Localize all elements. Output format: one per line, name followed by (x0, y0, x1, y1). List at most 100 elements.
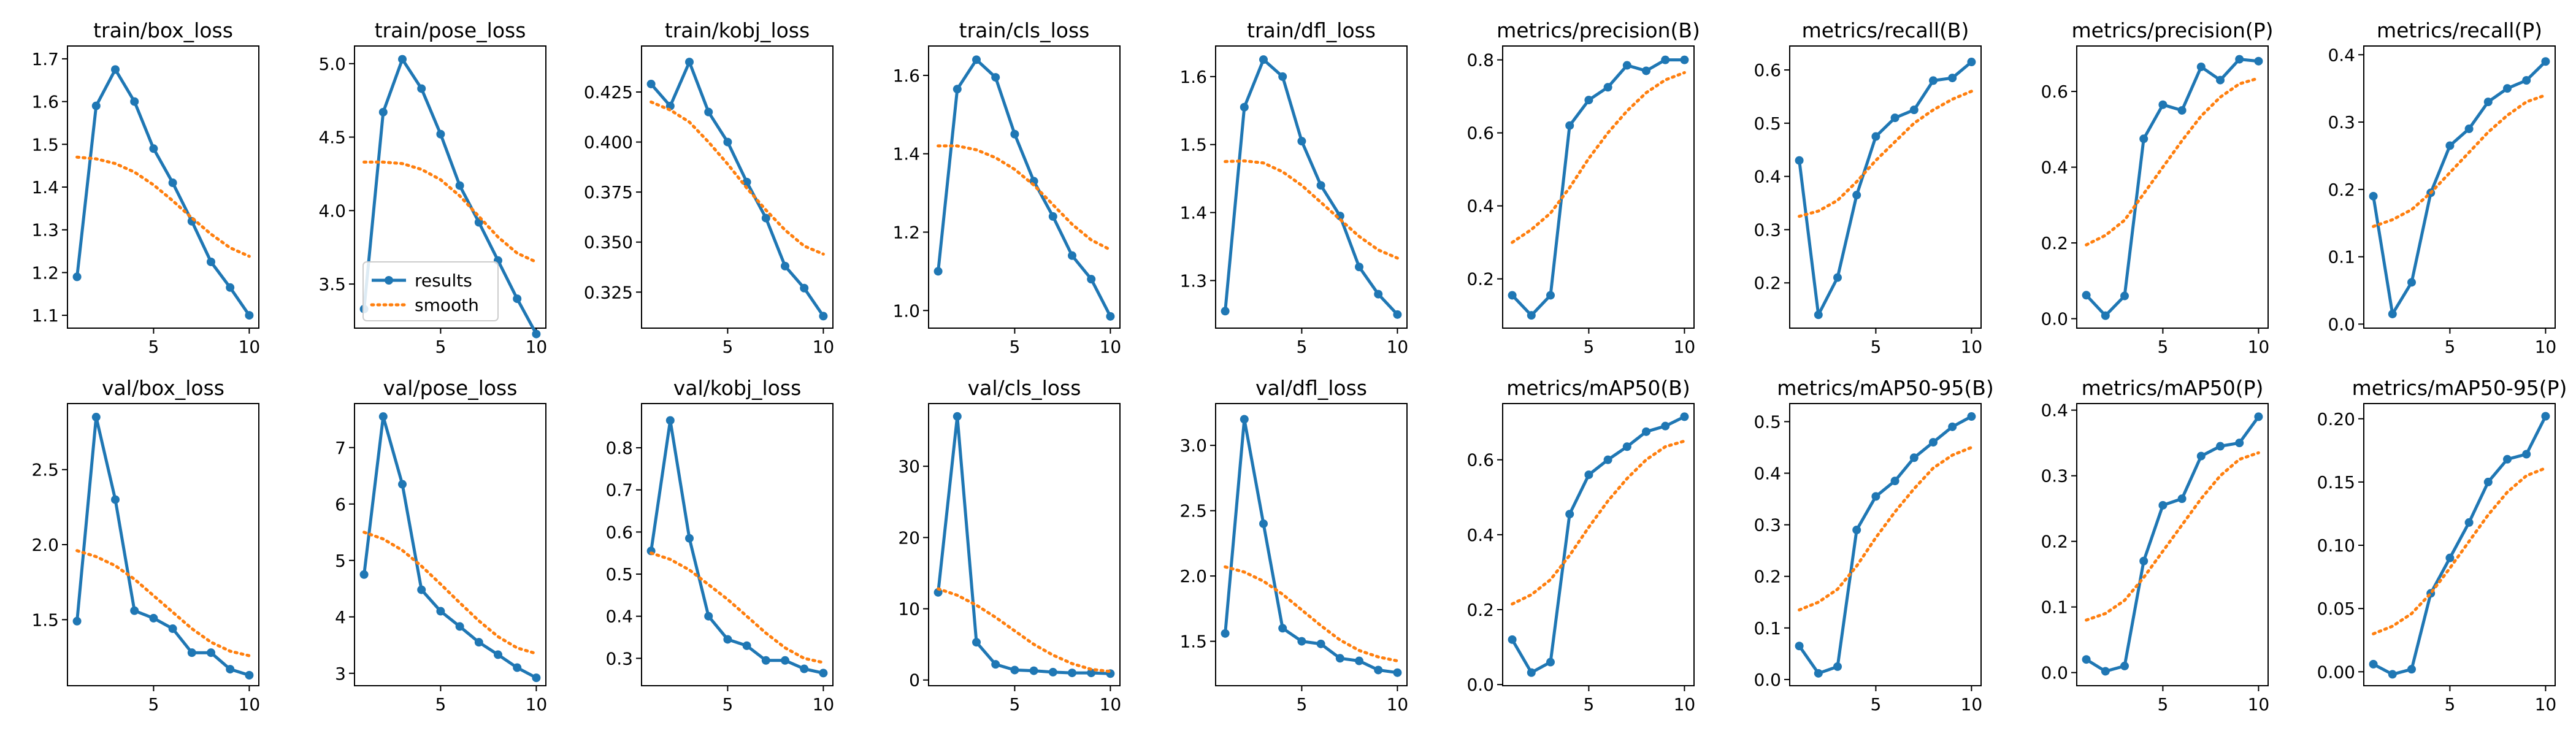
results-point (1297, 637, 1306, 646)
y-tick-label: 0.350 (584, 232, 633, 253)
subplot-title: train/dfl_loss (1247, 18, 1376, 42)
results-point (398, 55, 407, 64)
results-point (991, 660, 1000, 669)
results-point (1948, 74, 1957, 83)
subplot-title: train/pose_loss (375, 18, 526, 42)
results-line (75, 415, 250, 677)
y-tick-label: 1.3 (31, 220, 59, 240)
results-point (2101, 311, 2110, 320)
smooth-line (75, 155, 251, 258)
results-point (2158, 500, 2168, 510)
y-tick-label: 4.0 (318, 201, 346, 221)
x-tick-label: 5 (2444, 337, 2455, 357)
y-tick-label: 2.5 (31, 460, 59, 480)
results-point (2503, 84, 2512, 93)
results-point (1871, 492, 1880, 501)
x-tick-label: 10 (2535, 694, 2557, 715)
y-tick-label: 1.4 (892, 144, 920, 164)
results-point (1297, 137, 1306, 146)
x-tick-label: 5 (1296, 694, 1307, 715)
y-tick-label: 1.5 (1179, 632, 1207, 652)
results-point (417, 585, 426, 594)
smooth-line (937, 587, 1112, 673)
y-tick-label: 0 (909, 670, 920, 691)
results-point (378, 412, 388, 421)
results-point (1316, 181, 1325, 190)
smooth-line (75, 549, 251, 657)
y-tick-label: 20 (898, 527, 920, 548)
results-point (1221, 629, 1230, 638)
results-point (207, 648, 215, 657)
legend-results-label: results (415, 270, 472, 291)
x-tick-label: 5 (722, 694, 733, 715)
results-line (1224, 58, 1399, 316)
results-point (149, 613, 158, 623)
y-tick-label: 1.1 (31, 305, 59, 326)
results-point (1240, 102, 1249, 112)
results-point (1278, 72, 1287, 81)
subplot-10: val/box_loss 5 10 1.5 2.0 2.5 (31, 376, 260, 715)
results-point (2235, 439, 2244, 448)
results-point (1106, 312, 1115, 321)
results-point (933, 267, 943, 276)
y-tick-label: 0.20 (2317, 409, 2355, 429)
y-tick-label: 0.6 (1466, 123, 1494, 144)
results-point (723, 635, 732, 644)
y-tick-label: 0.3 (1754, 515, 1781, 535)
x-tick-label: 5 (435, 694, 446, 715)
results-point (513, 294, 522, 304)
y-tick-label: 0.3 (2328, 112, 2355, 132)
smooth-line (1511, 71, 1686, 244)
results-point (2196, 451, 2206, 461)
results-point (972, 638, 981, 647)
results-line (1511, 415, 1685, 675)
y-tick-label: 0.4 (2328, 45, 2355, 65)
results-point (2464, 125, 2474, 134)
results-point (226, 283, 235, 292)
subplot-17: metrics/mAP50(P) 5 10 0.0 0.1 0.2 0.3 0.4 (2041, 376, 2269, 715)
y-tick-label: 30 (898, 456, 920, 477)
results-point (1967, 58, 1976, 67)
y-tick-label: 7 (335, 438, 346, 458)
y-tick-label: 0.2 (1754, 567, 1781, 587)
results-point (455, 622, 464, 631)
x-tick-label: 10 (239, 694, 261, 715)
x-tick-label: 5 (1583, 694, 1594, 715)
y-tick-label: 0.4 (1466, 525, 1494, 545)
results-point (1929, 438, 1938, 447)
smooth-line (2372, 93, 2547, 228)
y-tick-label: 0.10 (2317, 535, 2355, 556)
results-point (1565, 121, 1574, 130)
y-tick-label: 1.0 (892, 301, 920, 321)
results-point (111, 495, 120, 504)
results-point (1087, 275, 1096, 284)
smooth-line (1224, 159, 1399, 260)
results-point (1221, 307, 1230, 316)
y-tick-label: 0.5 (1754, 412, 1781, 432)
subplot-title: metrics/mAP50-95(P) (2352, 376, 2567, 400)
axes-frame (1215, 403, 1408, 686)
x-tick-label: 10 (526, 337, 548, 357)
results-line (650, 60, 825, 317)
subplot-title: metrics/precision(P) (2071, 18, 2273, 42)
smooth-line (1224, 565, 1399, 662)
results-point (2522, 75, 2531, 85)
subplot-15: metrics/mAP50(B) 5 10 0.0 0.2 0.4 0.6 (1466, 376, 1695, 715)
subplot-title: train/kobj_loss (665, 18, 810, 42)
x-tick-label: 10 (1387, 337, 1409, 357)
y-tick-label: 0.400 (584, 132, 633, 153)
y-tick-label: 0.6 (1466, 450, 1494, 470)
results-point (532, 329, 541, 339)
results-point (1795, 156, 1804, 165)
y-tick-label: 1.6 (892, 66, 920, 86)
results-point (1584, 96, 1593, 105)
results-point (398, 480, 407, 489)
y-tick-label: 0.4 (1754, 167, 1781, 187)
y-tick-label: 2.0 (1179, 566, 1207, 586)
y-tick-label: 1.5 (1179, 135, 1207, 155)
axes-frame (354, 45, 546, 329)
y-tick-label: 0.6 (605, 522, 633, 542)
results-point (1852, 191, 1861, 200)
results-point (2541, 57, 2550, 66)
x-tick-label: 10 (813, 694, 835, 715)
